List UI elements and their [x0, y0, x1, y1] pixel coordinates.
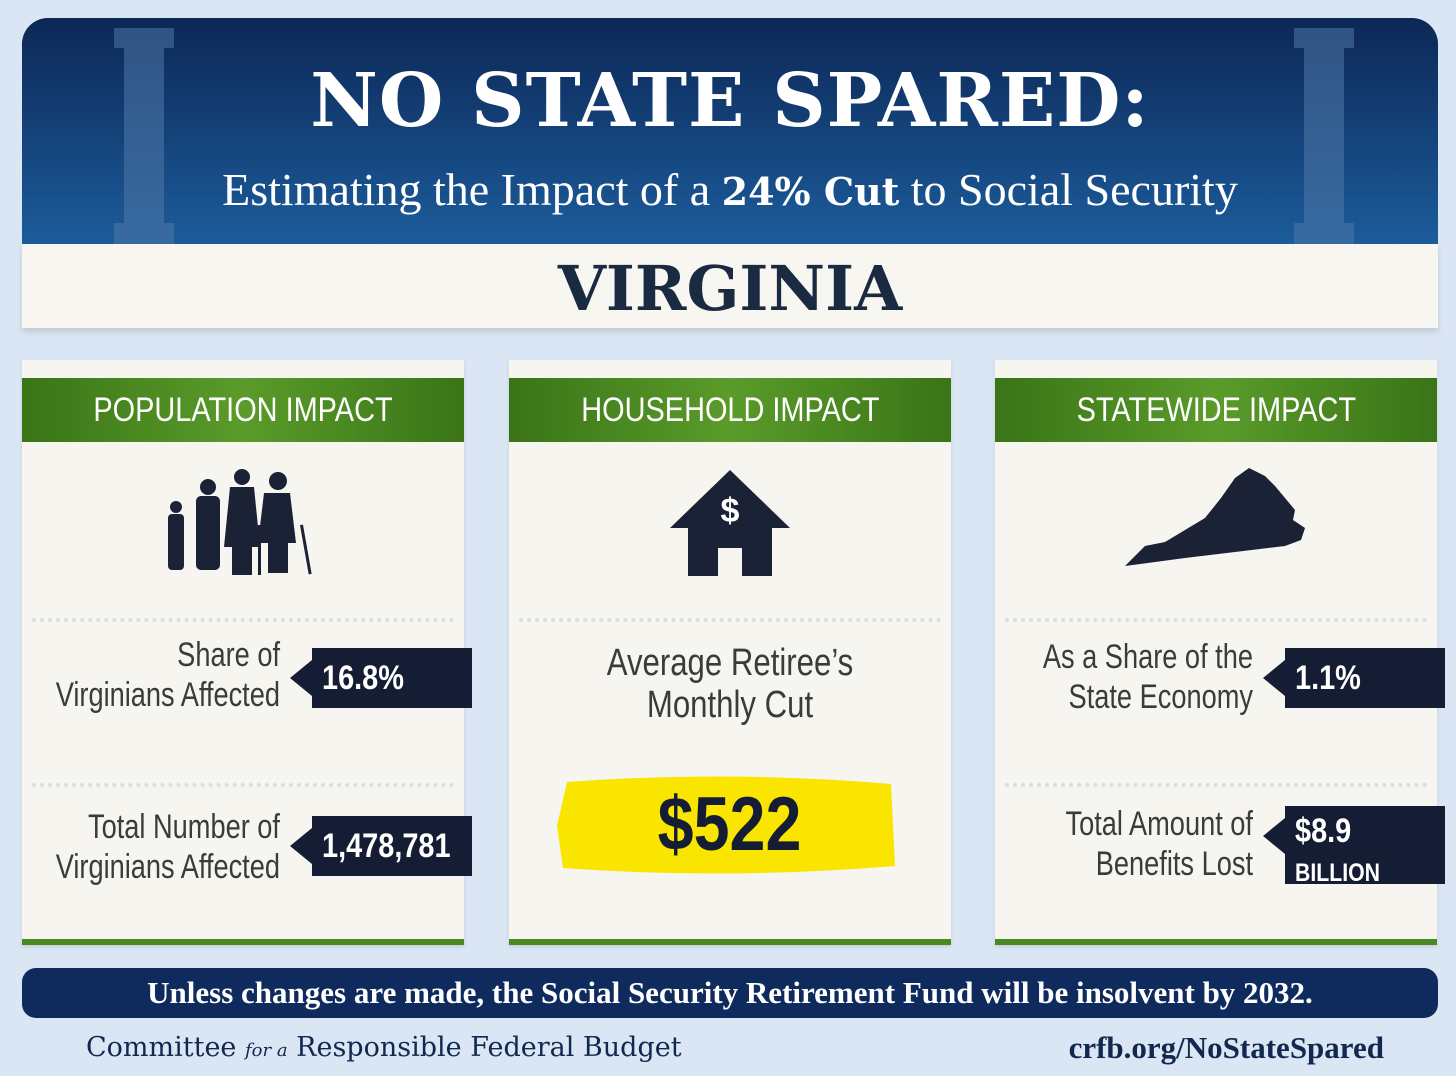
stat-label-line: Benefits Lost [1095, 845, 1253, 883]
stat-value-text: $522 [658, 782, 802, 867]
stat-label-line: Virginians Affected [55, 848, 280, 886]
subtitle-emphasis: 24% Cut [721, 169, 900, 214]
separator [519, 618, 941, 622]
stat-label-line: Average Retiree’s [606, 642, 854, 684]
panel-heading: STATEWIDE IMPACT [995, 378, 1437, 442]
panel-heading: HOUSEHOLD IMPACT [509, 378, 951, 442]
stat-value: $522 [509, 778, 951, 872]
panel: STATEWIDE IMPACT As a Share of the State … [995, 360, 1445, 945]
panel-heading-text: STATEWIDE IMPACT [1076, 391, 1356, 429]
stat-value-text: 1.1% [1295, 659, 1361, 697]
stat-label-line: As a Share of the [1042, 638, 1253, 676]
stat-label-line: State Economy [1068, 678, 1253, 716]
people-icon [168, 469, 312, 575]
stat-value-text: $8.9 [1295, 812, 1352, 850]
url: crfb.org/NoStateSpared [1068, 1030, 1384, 1065]
separator [32, 618, 454, 622]
state-name: VIRGINIA [557, 252, 903, 325]
stat-label-line: Monthly Cut [646, 684, 814, 726]
insolvency-banner: Unless changes are made, the Social Secu… [22, 968, 1438, 1018]
subtitle-text: Estimating the Impact of a [222, 164, 722, 215]
svg-text:$: $ [721, 492, 740, 530]
stat-label: Share of Virginians Affected [0, 635, 280, 715]
org-text: Committee [86, 1032, 245, 1063]
stat-label: As a Share of the State Economy [965, 637, 1253, 717]
state-ribbon: VIRGINIA [22, 244, 1438, 328]
stat-value: 1.1% [1263, 648, 1445, 708]
stat-unit: BILLION [1295, 859, 1380, 887]
panel: POPULATION IMPACT Share of Virginians Aff… [22, 360, 472, 945]
subtitle-text: to Social Security [899, 164, 1238, 215]
org-text: for a [245, 1040, 288, 1061]
stat-label-line: Share of [177, 636, 280, 674]
stat-label: Average Retiree’s Monthly Cut [549, 642, 911, 726]
stat-value-text: 16.8% [322, 659, 404, 697]
separator [32, 783, 454, 787]
stat-label-line: Virginians Affected [55, 676, 280, 714]
stat-label: Total Amount of Benefits Lost [965, 804, 1254, 884]
pillar-left [114, 28, 174, 244]
separator [1005, 783, 1427, 787]
stat-label: Total Number of Virginians Affected [0, 807, 280, 887]
stat-value: $8.9 BILLION [1263, 806, 1445, 887]
house-icon: $ [670, 470, 790, 576]
highlight [557, 776, 895, 874]
separator [1005, 618, 1427, 622]
panel-heading: POPULATION IMPACT [22, 378, 464, 442]
header: NO STATE SPARED: Estimating the Impact o… [22, 18, 1438, 244]
stat-label-line: Total Amount of [1065, 805, 1254, 843]
stat-label-line: Total Number of [88, 808, 280, 846]
panel: HOUSEHOLD IMPACT $ Average Retiree’s Mont… [509, 360, 951, 945]
panel-heading-text: POPULATION IMPACT [93, 391, 393, 429]
stat-value: 1,478,781 [290, 816, 472, 876]
stat-value-text: 1,478,781 [322, 827, 451, 865]
organization: Committee for a Responsible Federal Budg… [86, 1032, 682, 1063]
panel-heading-text: HOUSEHOLD IMPACT [580, 391, 880, 429]
stat-value: 16.8% [290, 648, 472, 708]
state-icon [1125, 468, 1305, 566]
subtitle: Estimating the Impact of a 24% Cut to So… [22, 163, 1438, 216]
org-text: Responsible Federal Budget [287, 1032, 682, 1063]
title: NO STATE SPARED: [310, 58, 1150, 144]
pillar-right [1294, 28, 1354, 244]
